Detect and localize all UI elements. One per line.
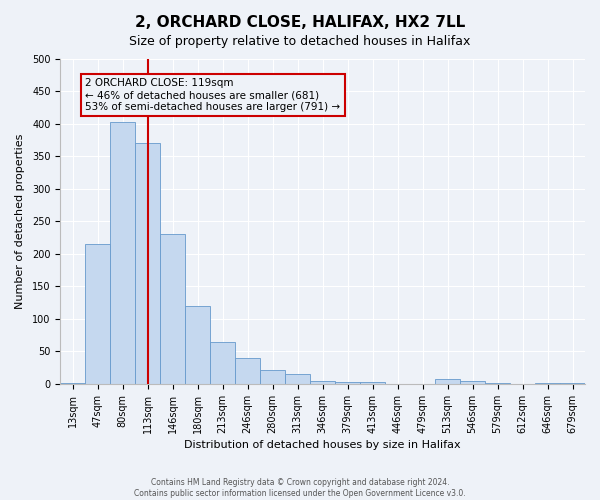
Bar — [560, 382, 585, 384]
Bar — [160, 234, 185, 384]
Bar — [260, 370, 285, 384]
Text: Contains HM Land Registry data © Crown copyright and database right 2024.
Contai: Contains HM Land Registry data © Crown c… — [134, 478, 466, 498]
Bar — [335, 382, 360, 384]
Bar — [535, 382, 560, 384]
Text: 2 ORCHARD CLOSE: 119sqm
← 46% of detached houses are smaller (681)
53% of semi-d: 2 ORCHARD CLOSE: 119sqm ← 46% of detache… — [85, 78, 340, 112]
Bar — [135, 144, 160, 384]
Bar — [360, 382, 385, 384]
Text: Size of property relative to detached houses in Halifax: Size of property relative to detached ho… — [130, 35, 470, 48]
Bar — [285, 374, 310, 384]
Y-axis label: Number of detached properties: Number of detached properties — [15, 134, 25, 309]
Text: 2, ORCHARD CLOSE, HALIFAX, HX2 7LL: 2, ORCHARD CLOSE, HALIFAX, HX2 7LL — [135, 15, 465, 30]
Bar — [60, 382, 85, 384]
Bar — [110, 122, 135, 384]
Bar — [485, 382, 510, 384]
Bar — [210, 342, 235, 384]
Bar — [310, 380, 335, 384]
Bar — [235, 358, 260, 384]
X-axis label: Distribution of detached houses by size in Halifax: Distribution of detached houses by size … — [184, 440, 461, 450]
Bar — [435, 379, 460, 384]
Bar — [85, 244, 110, 384]
Bar — [460, 380, 485, 384]
Bar — [185, 306, 210, 384]
